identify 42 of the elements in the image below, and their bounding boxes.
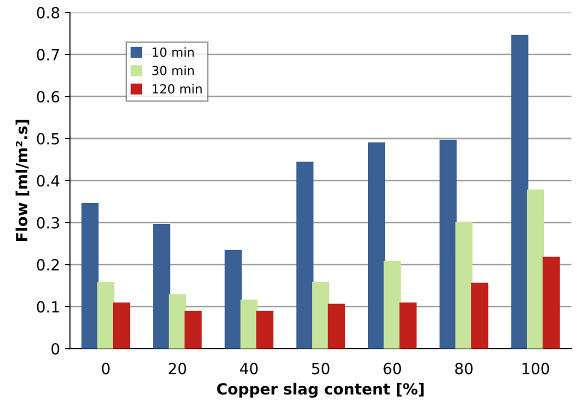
bar (384, 260, 401, 349)
legend-label: 30 min (152, 66, 194, 76)
y-tick-label: 0.2 (36, 259, 59, 271)
x-tick-label: 60 (384, 362, 401, 374)
x-tick-label: 50 (312, 362, 330, 374)
bar (153, 224, 170, 349)
bar (526, 189, 544, 349)
y-tick-label: 0.7 (36, 48, 59, 60)
bar (511, 34, 528, 349)
bar (471, 282, 488, 349)
y-tick-label: 0.6 (36, 90, 60, 103)
bar (184, 310, 202, 349)
y-tick-label: 0.3 (36, 217, 60, 229)
x-tick-label: 40 (240, 362, 258, 374)
bar (168, 294, 186, 349)
bar (312, 282, 330, 349)
bar (440, 140, 457, 349)
bar (296, 162, 314, 349)
y-tick-label: 0 (52, 343, 60, 355)
bar (240, 300, 258, 349)
bar (328, 304, 345, 349)
legend-label: 120 min (152, 84, 202, 94)
x-axis-title: Copper slag content [%] (217, 382, 424, 398)
bar (368, 142, 386, 349)
y-tick-label: 0.4 (36, 174, 60, 187)
y-tick-label: 0.8 (36, 6, 60, 18)
bar (224, 250, 242, 349)
x-tick-label: 0 (102, 362, 110, 374)
x-tick-label: 100 (522, 362, 550, 374)
y-tick-label: 0.1 (36, 301, 59, 313)
bar (81, 202, 99, 349)
bar (112, 302, 130, 349)
bar (542, 256, 560, 349)
x-tick-label: 80 (455, 362, 473, 374)
legend-label: 10 min (152, 47, 194, 57)
y-tick-label: 0.5 (36, 132, 59, 145)
x-tick-label: 20 (168, 362, 186, 374)
bar (97, 282, 114, 349)
bar (399, 302, 417, 349)
y-axis-title: Flow [ml/m².s] (16, 120, 30, 242)
bar (256, 310, 274, 349)
bar (455, 222, 472, 349)
